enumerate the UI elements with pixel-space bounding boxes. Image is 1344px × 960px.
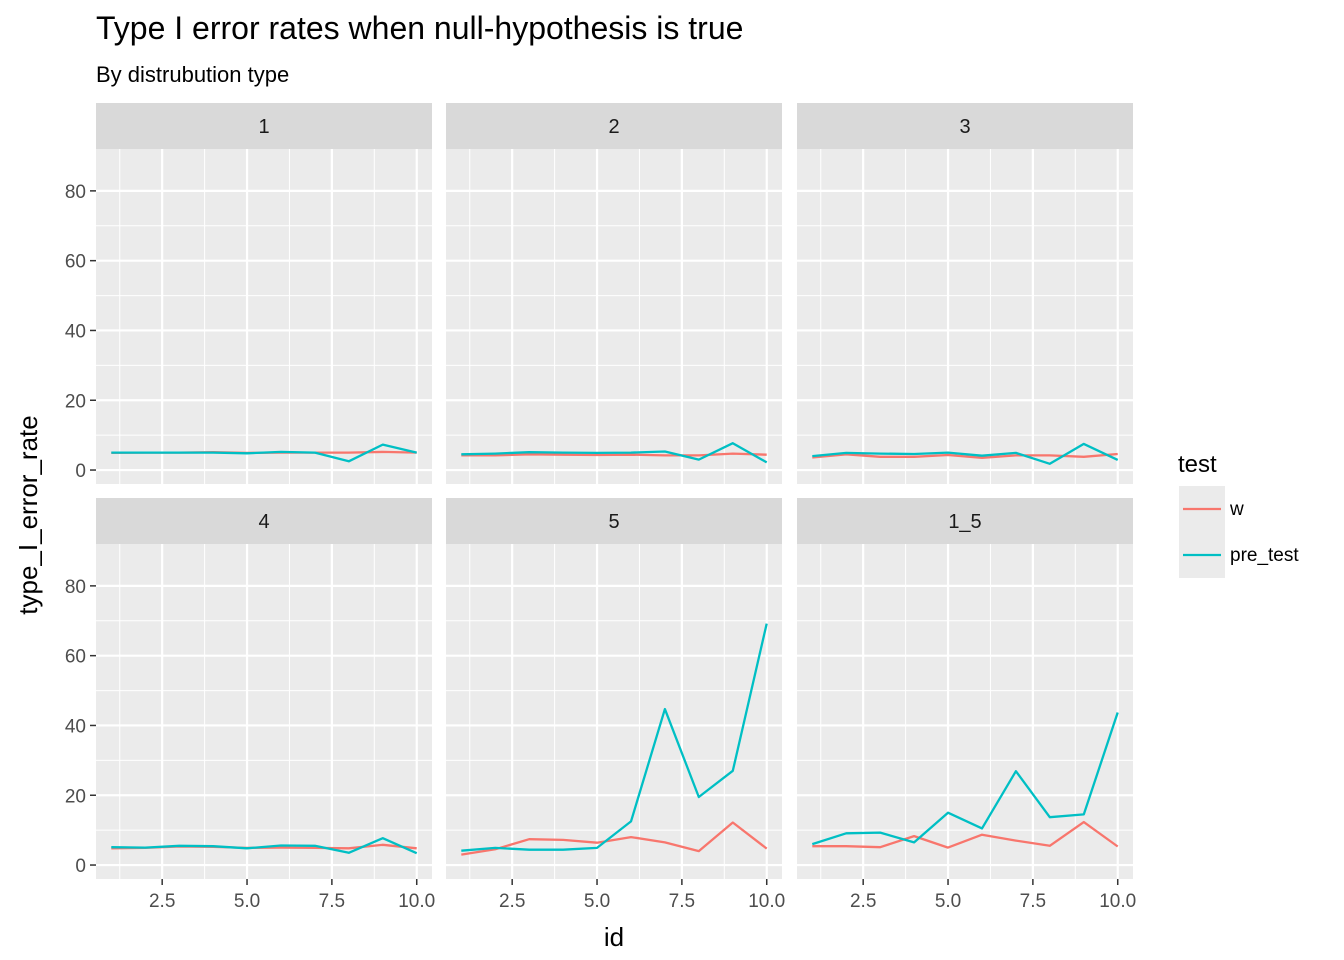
facet-strip (797, 103, 1133, 149)
y-tick-label: 40 (65, 321, 86, 342)
facet-panel-1: 1 0 20 40 60 80 (65, 103, 432, 484)
facet-strip-label: 3 (959, 116, 970, 138)
y-tick-label: 40 (65, 716, 86, 737)
y-tick-label: 60 (65, 252, 86, 273)
facet-strip (96, 498, 432, 544)
series-line-w (461, 452, 767, 457)
facet-strip (96, 103, 432, 149)
legend-label: w (1229, 499, 1244, 520)
series-line-pre_test (461, 623, 768, 852)
y-tick-label: 80 (65, 182, 86, 203)
x-tick-label: 2.5 (850, 891, 876, 912)
facet-panel-2: 2 (446, 103, 782, 484)
series-line-pre_test (812, 442, 1119, 465)
facet-strip-label: 1 (258, 116, 269, 138)
series-line-pre_test (461, 442, 768, 464)
x-tick-label: 7.5 (1020, 891, 1046, 912)
series-line-pre_test (111, 837, 418, 855)
facet-panel-5: 5 2.5 5.0 7.5 10.0 (446, 498, 785, 912)
y-tick-label: 20 (65, 786, 86, 807)
panel-background (96, 149, 432, 484)
facet-strip-label: 5 (608, 511, 619, 533)
legend-label: pre_test (1230, 545, 1299, 566)
series-line-w (812, 820, 1119, 849)
legend: test w pre_test (1178, 451, 1299, 578)
facet-strip (446, 103, 782, 149)
panel-background (96, 544, 432, 879)
facet-strip (446, 498, 782, 544)
y-axis-title: type_I_error_rate (13, 415, 43, 614)
series-line-w (812, 452, 1118, 459)
y-tick-label: 60 (65, 647, 86, 668)
panel-background (797, 149, 1133, 484)
legend-item-pre_test: pre_test (1179, 532, 1299, 578)
x-tick-label: 7.5 (669, 891, 695, 912)
series-line-pre_test (811, 712, 1119, 846)
x-axis-title: id (604, 922, 624, 952)
y-tick-label: 80 (65, 577, 86, 598)
legend-item-w: w (1179, 486, 1244, 532)
panel-background (446, 544, 782, 879)
y-tick-label: 0 (75, 856, 86, 877)
x-tick-label: 5.0 (234, 891, 260, 912)
x-tick-label: 10.0 (1099, 891, 1136, 912)
facet-panel-1_5: 1_5 2.5 5.0 7.5 10.0 (797, 498, 1136, 912)
facet-strip-label: 1_5 (948, 511, 981, 533)
panel-background (797, 544, 1133, 879)
facet-strip (797, 498, 1133, 544)
x-tick-label: 2.5 (149, 891, 175, 912)
facet-panel-3: 3 (797, 103, 1133, 484)
series-line-w (461, 821, 768, 856)
facet-strip-label: 2 (608, 116, 619, 138)
chart-title: Type I error rates when null-hypothesis … (96, 10, 743, 46)
facet-strip-label: 4 (258, 511, 269, 533)
y-tick-label: 0 (75, 461, 86, 482)
x-tick-label: 10.0 (748, 891, 785, 912)
y-tick-label: 20 (65, 391, 86, 412)
x-tick-label: 7.5 (319, 891, 345, 912)
panel-background (446, 149, 782, 484)
chart-subtitle: By distrubution type (96, 62, 289, 87)
x-tick-label: 5.0 (584, 891, 610, 912)
x-tick-label: 5.0 (935, 891, 961, 912)
series-line-pre_test (111, 443, 417, 463)
x-tick-label: 10.0 (398, 891, 435, 912)
legend-title: test (1178, 451, 1217, 478)
x-tick-label: 2.5 (499, 891, 525, 912)
